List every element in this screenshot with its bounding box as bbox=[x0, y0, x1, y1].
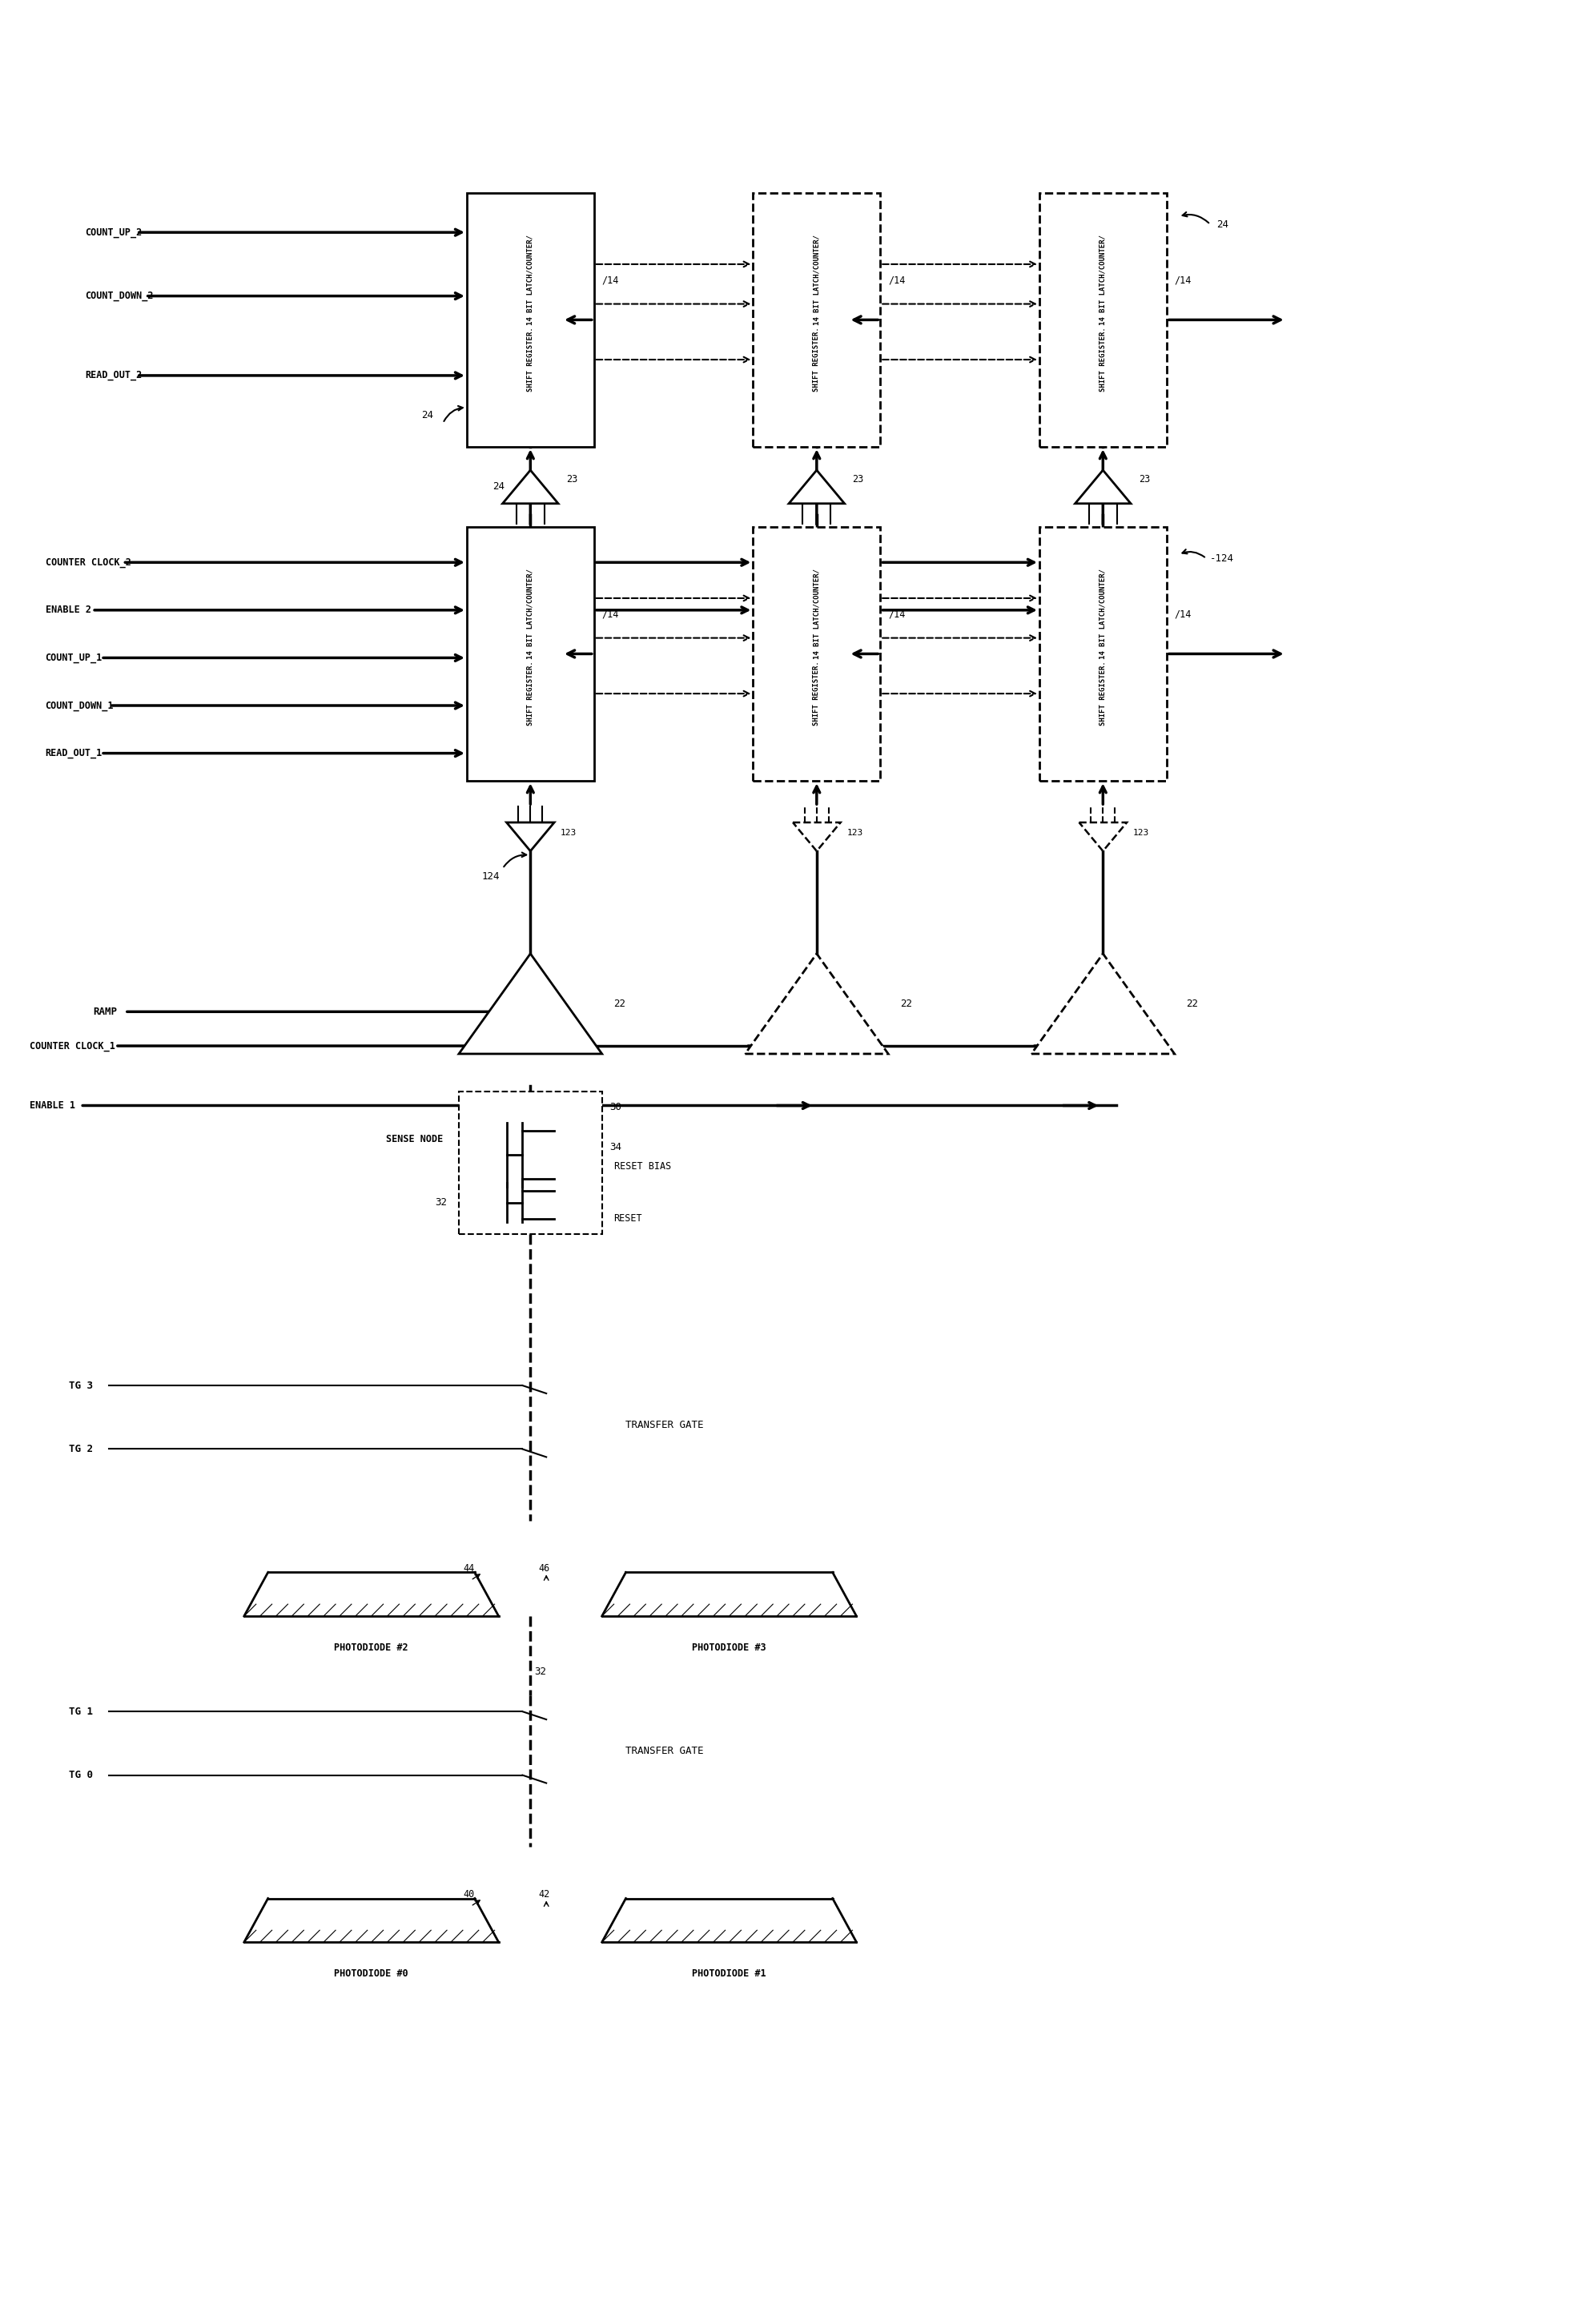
Text: 22: 22 bbox=[615, 999, 626, 1009]
Bar bbox=[1040, 193, 1167, 446]
Text: TRANSFER GATE: TRANSFER GATE bbox=[626, 1420, 704, 1432]
Text: 14 BIT LATCH/COUNTER/: 14 BIT LATCH/COUNTER/ bbox=[814, 235, 820, 325]
Polygon shape bbox=[458, 953, 602, 1053]
Text: 22: 22 bbox=[899, 999, 912, 1009]
Text: COUNT_UP_2: COUNT_UP_2 bbox=[84, 228, 142, 237]
Text: TG 1: TG 1 bbox=[68, 1706, 94, 1717]
Text: COUNT_DOWN_1: COUNT_DOWN_1 bbox=[45, 700, 113, 711]
Polygon shape bbox=[1032, 953, 1175, 1053]
Text: 46: 46 bbox=[538, 1564, 549, 1573]
Text: COUNTER CLOCK_2: COUNTER CLOCK_2 bbox=[45, 558, 131, 567]
Text: 30: 30 bbox=[610, 1102, 622, 1113]
Bar bbox=[1040, 528, 1167, 781]
Text: PHOTODIODE #1: PHOTODIODE #1 bbox=[693, 1968, 766, 1980]
Text: 14 BIT LATCH/COUNTER/: 14 BIT LATCH/COUNTER/ bbox=[1100, 569, 1106, 660]
Polygon shape bbox=[793, 823, 841, 851]
Text: /14: /14 bbox=[602, 274, 619, 286]
Text: SHIFT REGISTER.: SHIFT REGISTER. bbox=[527, 328, 533, 393]
Bar bbox=[458, 1092, 602, 1234]
Text: 123: 123 bbox=[560, 830, 576, 837]
Text: 40: 40 bbox=[463, 1889, 474, 1899]
Text: 123: 123 bbox=[1134, 830, 1149, 837]
Text: 14 BIT LATCH/COUNTER/: 14 BIT LATCH/COUNTER/ bbox=[1100, 235, 1106, 325]
Text: /14: /14 bbox=[1175, 274, 1192, 286]
Text: 24: 24 bbox=[420, 409, 433, 421]
Text: /14: /14 bbox=[888, 609, 906, 618]
Text: 42: 42 bbox=[538, 1889, 549, 1899]
Text: ENABLE 2: ENABLE 2 bbox=[45, 604, 91, 616]
Text: SHIFT REGISTER.: SHIFT REGISTER. bbox=[814, 662, 820, 725]
Polygon shape bbox=[1079, 823, 1127, 851]
Polygon shape bbox=[745, 953, 888, 1053]
Text: PHOTODIODE #2: PHOTODIODE #2 bbox=[334, 1643, 409, 1652]
Text: 14 BIT LATCH/COUNTER/: 14 BIT LATCH/COUNTER/ bbox=[814, 569, 820, 660]
Text: /14: /14 bbox=[888, 274, 906, 286]
Polygon shape bbox=[790, 469, 844, 504]
Polygon shape bbox=[506, 823, 554, 851]
Text: TRANSFER GATE: TRANSFER GATE bbox=[626, 1745, 704, 1757]
Text: 124: 124 bbox=[482, 872, 500, 881]
Text: 123: 123 bbox=[847, 830, 863, 837]
Polygon shape bbox=[1075, 469, 1130, 504]
Text: READ_OUT_1: READ_OUT_1 bbox=[45, 748, 102, 758]
Text: TG 2: TG 2 bbox=[68, 1443, 94, 1455]
Text: /14: /14 bbox=[1175, 609, 1192, 618]
Text: 32: 32 bbox=[535, 1666, 546, 1678]
Text: SHIFT REGISTER.: SHIFT REGISTER. bbox=[1100, 328, 1106, 393]
Text: COUNTER CLOCK_1: COUNTER CLOCK_1 bbox=[29, 1041, 115, 1050]
Text: 34: 34 bbox=[610, 1141, 622, 1153]
Text: ENABLE 1: ENABLE 1 bbox=[29, 1099, 75, 1111]
Text: 24: 24 bbox=[1216, 218, 1229, 230]
Text: 24: 24 bbox=[492, 481, 505, 493]
Text: 14 BIT LATCH/COUNTER/: 14 BIT LATCH/COUNTER/ bbox=[527, 235, 533, 325]
Text: TG 0: TG 0 bbox=[68, 1771, 94, 1780]
Text: -124: -124 bbox=[1210, 553, 1234, 565]
Bar bbox=[753, 528, 880, 781]
Text: READ_OUT_2: READ_OUT_2 bbox=[84, 370, 142, 381]
Text: PHOTODIODE #3: PHOTODIODE #3 bbox=[693, 1643, 766, 1652]
Text: 22: 22 bbox=[1186, 999, 1199, 1009]
Text: 32: 32 bbox=[435, 1197, 447, 1208]
Polygon shape bbox=[503, 469, 559, 504]
Text: COUNT_UP_1: COUNT_UP_1 bbox=[45, 653, 102, 662]
Text: COUNT_DOWN_2: COUNT_DOWN_2 bbox=[84, 290, 153, 302]
Text: SHIFT REGISTER.: SHIFT REGISTER. bbox=[814, 328, 820, 393]
Text: 23: 23 bbox=[852, 474, 864, 483]
Text: SHIFT REGISTER.: SHIFT REGISTER. bbox=[527, 662, 533, 725]
Text: 14 BIT LATCH/COUNTER/: 14 BIT LATCH/COUNTER/ bbox=[527, 569, 533, 660]
Text: SHIFT REGISTER.: SHIFT REGISTER. bbox=[1100, 662, 1106, 725]
Text: 23: 23 bbox=[567, 474, 578, 483]
Text: 44: 44 bbox=[463, 1564, 474, 1573]
Text: RESET BIAS: RESET BIAS bbox=[615, 1162, 670, 1171]
Text: TG 3: TG 3 bbox=[68, 1380, 94, 1390]
Text: 23: 23 bbox=[1138, 474, 1149, 483]
Text: SENSE NODE: SENSE NODE bbox=[385, 1134, 443, 1143]
Text: /14: /14 bbox=[602, 609, 619, 618]
Text: RESET: RESET bbox=[615, 1213, 643, 1225]
Bar bbox=[466, 193, 594, 446]
Bar bbox=[753, 193, 880, 446]
Bar bbox=[466, 528, 594, 781]
Text: RAMP: RAMP bbox=[92, 1006, 116, 1018]
Text: PHOTODIODE #0: PHOTODIODE #0 bbox=[334, 1968, 409, 1980]
